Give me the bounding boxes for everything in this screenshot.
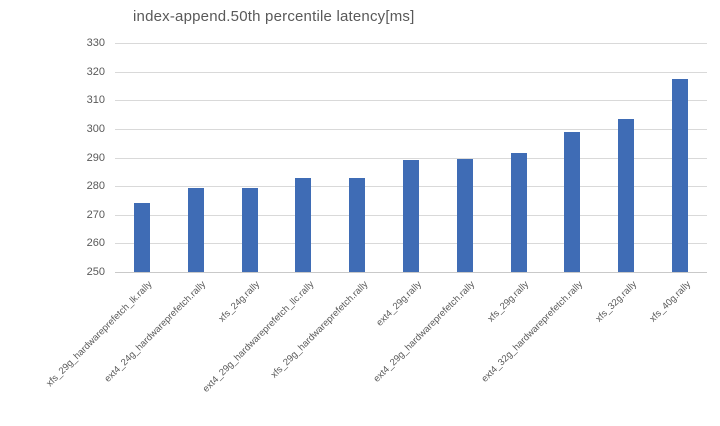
x-category-label: ext4_29g_hardwareprefetch.rally [371, 279, 478, 385]
x-category-label: ext4_24g_hardwareprefetch.rally [102, 279, 209, 385]
y-tick-label: 250 [86, 266, 105, 278]
y-tick-label: 260 [86, 237, 105, 250]
y-tick-label: 320 [86, 65, 105, 78]
bar [349, 177, 366, 272]
y-tick-label: 280 [86, 180, 105, 193]
y-tick-label: 300 [86, 122, 105, 135]
chart-title: index-append.50th percentile latency[ms] [133, 8, 415, 25]
x-category-label: xfs_29g.rally [485, 279, 532, 325]
bar [187, 187, 204, 272]
y-tick-label: 310 [86, 94, 105, 107]
gridline [115, 43, 707, 44]
gridline [115, 157, 707, 159]
bar [564, 131, 581, 272]
bar [241, 187, 258, 272]
x-category-label: xfs_24g.rally [216, 279, 263, 325]
gridline [115, 128, 707, 130]
x-category-label: ext4_32g_hardwareprefetch.rally [479, 279, 586, 385]
bar [403, 160, 419, 272]
bar [133, 203, 150, 272]
bar [672, 78, 689, 272]
gridline [115, 272, 707, 273]
bar [295, 177, 312, 272]
gridline [115, 71, 707, 73]
x-category-label: ext4_29g.rally [374, 279, 424, 329]
x-category-label: ext4_29g_hardwareprefetch_llc.rally [200, 279, 317, 395]
y-tick-label: 290 [86, 151, 105, 164]
y-tick-label: 270 [86, 208, 105, 221]
bar [510, 153, 527, 272]
x-category-label: xfs_29g_hardwareprefetch_lk.rally [44, 279, 155, 390]
y-tick-label: 330 [86, 37, 105, 49]
gridline [115, 100, 707, 102]
x-category-label: xfs_29g_hardwareprefetch.rally [268, 279, 370, 381]
bar [618, 118, 635, 272]
x-category-label: xfs_40g.rally [647, 279, 693, 325]
x-category-label: xfs_32g.rally [593, 279, 640, 325]
bar [456, 158, 473, 272]
